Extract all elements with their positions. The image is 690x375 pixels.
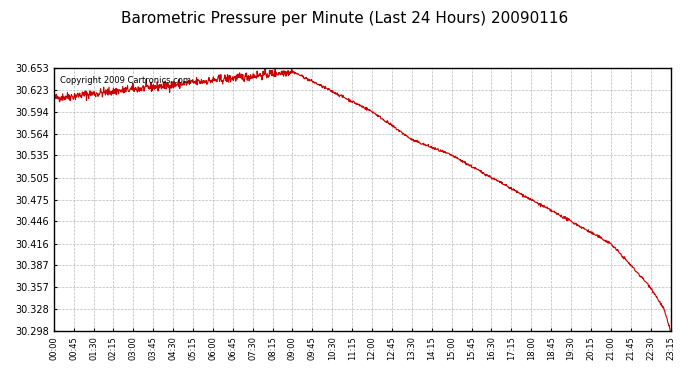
Text: Copyright 2009 Cartronics.com: Copyright 2009 Cartronics.com (60, 76, 191, 85)
Text: Barometric Pressure per Minute (Last 24 Hours) 20090116: Barometric Pressure per Minute (Last 24 … (121, 11, 569, 26)
